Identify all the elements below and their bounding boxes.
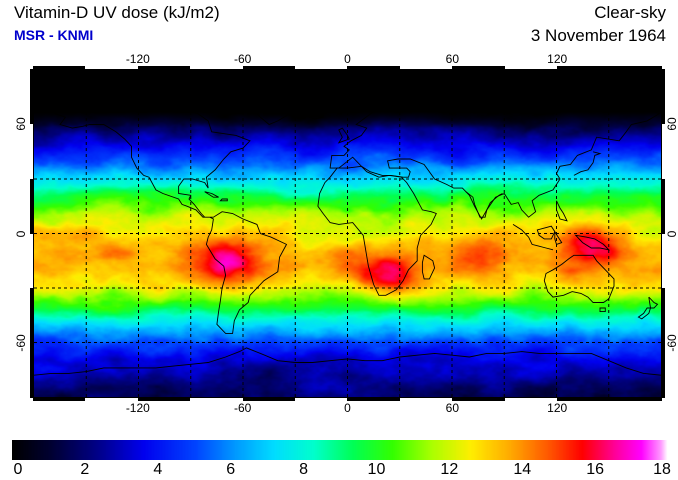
map-plot-area [33, 69, 662, 398]
xtick-top-60: 60 [445, 52, 460, 66]
xtick-top-120: 120 [547, 52, 568, 66]
colorbar-tick-16: 16 [586, 461, 605, 478]
xtick-bottom-60: 60 [445, 401, 460, 415]
axis-ticks-bottom [33, 398, 662, 401]
date-label: 3 November 1964 [530, 26, 666, 45]
xtick-top--120: -120 [125, 52, 150, 66]
axis-ticks-top [33, 66, 662, 69]
colorbar [12, 440, 668, 460]
colorbar-tick-14: 14 [513, 461, 532, 478]
colorbar-tick-6: 6 [226, 461, 236, 478]
colorbar-gradient [12, 440, 668, 460]
xtick-bottom-0: 0 [344, 401, 351, 415]
page-title: Vitamin-D UV dose (kJ/m2) [14, 3, 220, 22]
colorbar-tick-10: 10 [367, 461, 386, 478]
colorbar-tick-4: 4 [153, 461, 163, 478]
ytick-right-0: 0 [665, 230, 678, 237]
xtick-top-0: 0 [344, 52, 351, 66]
axis-ticks-left [30, 69, 33, 398]
colorbar-tick-18: 18 [653, 461, 671, 478]
source-label: MSR - KNMI [14, 27, 94, 43]
colorbar-tick-2: 2 [80, 461, 90, 478]
ytick-right--60: -60 [665, 334, 678, 352]
axis-ticks-right [662, 69, 665, 398]
xtick-bottom--60: -60 [233, 401, 252, 415]
xtick-bottom--120: -120 [125, 401, 150, 415]
ytick-left--60: -60 [14, 334, 28, 352]
colorbar-tick-8: 8 [299, 461, 308, 478]
colorbar-tick-0: 0 [13, 461, 23, 478]
xtick-top--60: -60 [233, 52, 252, 66]
ytick-left-0: 0 [14, 230, 28, 237]
colorbar-tick-12: 12 [440, 461, 459, 478]
xtick-bottom-120: 120 [547, 401, 568, 415]
condition-label: Clear-sky [594, 3, 666, 22]
ytick-left-60: 60 [14, 117, 28, 131]
uv-dose-heatmap [34, 70, 661, 397]
ytick-right-60: 60 [665, 117, 678, 131]
